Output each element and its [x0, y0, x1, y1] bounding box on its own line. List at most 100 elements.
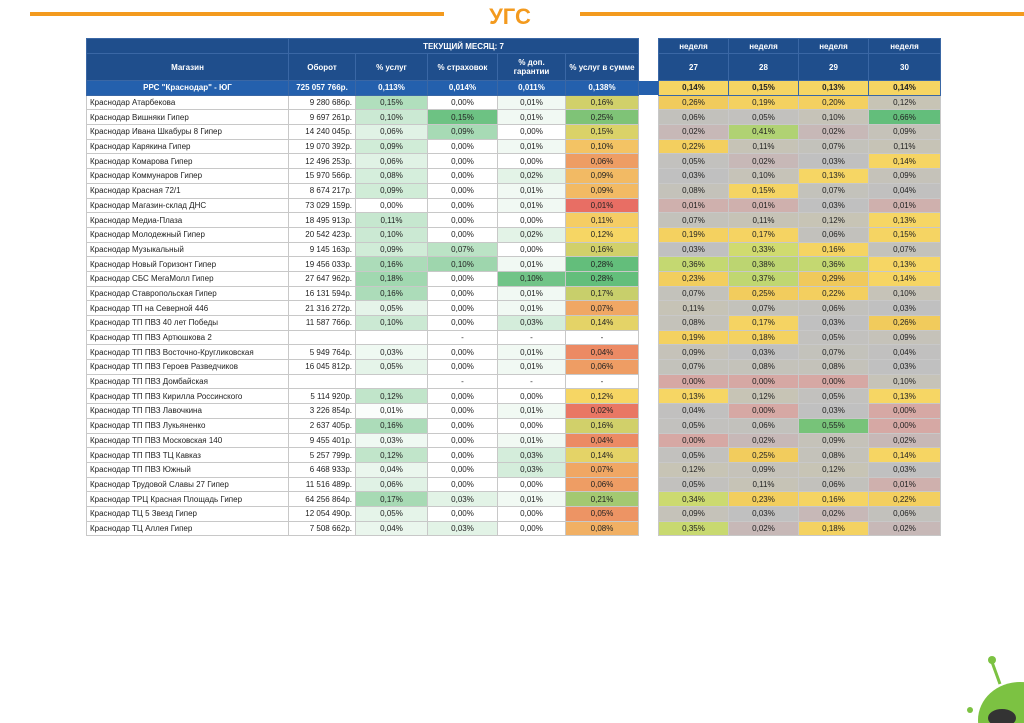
- cell: 0,09%: [868, 329, 941, 346]
- data-row: Краснодар Новый Горизонт Гипер 19 456 033…: [86, 256, 941, 272]
- cell: 0,00%: [427, 168, 498, 184]
- cell: 0,06%: [355, 124, 428, 140]
- cell: -: [497, 373, 566, 390]
- store-name: Краснодар ТП ПВЗ ТЦ Кавказ: [86, 447, 289, 463]
- store-name: Краснодар Ивана Шкабуры 8 Гипер: [86, 124, 289, 140]
- cell: 0,00%: [658, 373, 729, 390]
- store-name: Краснодар ТП ПВЗ Артюшкова 2: [86, 329, 289, 346]
- cell: 0,25%: [728, 285, 799, 302]
- cell: 0,01%: [565, 197, 639, 214]
- cell: 6 468 933р.: [288, 461, 356, 478]
- cell: 0,10%: [427, 256, 498, 272]
- cell: 0,00%: [427, 197, 498, 214]
- cell: 0,00%: [497, 241, 566, 258]
- gap: [638, 491, 659, 507]
- cell: 0,17%: [728, 226, 799, 243]
- cell: 12 054 490р.: [288, 505, 356, 522]
- cell: -: [565, 329, 639, 346]
- gap: [638, 109, 659, 125]
- cell: 0,00%: [497, 476, 566, 493]
- cell: 0,01%: [497, 300, 566, 316]
- cell: 0,19%: [728, 94, 799, 111]
- data-row: Краснодар Медиа-Плаза 18 495 913р. 0,11% 0,…: [86, 212, 941, 228]
- cell: 0,00%: [427, 417, 498, 434]
- store-name: Краснодар Молодежный Гипер: [86, 226, 289, 243]
- gap: [638, 330, 659, 345]
- data-row: Краснодар ТП ПВЗ Героев Разведчиков 16 04…: [86, 359, 941, 375]
- cell: 9 697 261р.: [288, 109, 356, 126]
- cell: 0,00%: [427, 226, 498, 243]
- cell: 0,03%: [798, 315, 869, 331]
- cell: 0,11%: [728, 476, 799, 493]
- data-row: Краснодар Ивана Шкабуры 8 Гипер 14 240 04…: [86, 124, 941, 140]
- cell: 0,00%: [427, 300, 498, 316]
- cell: 0,00%: [427, 153, 498, 170]
- summary-cell: 0,14%: [868, 80, 941, 96]
- cell: 0,06%: [658, 109, 729, 126]
- cell: 0,04%: [565, 344, 639, 361]
- cell: 0,01%: [497, 344, 566, 361]
- cell: 0,07%: [868, 241, 941, 258]
- cell: 0,03%: [427, 491, 498, 507]
- cell: 0,22%: [798, 285, 869, 302]
- cell: 5 114 920р.: [288, 388, 356, 405]
- cell: 0,12%: [868, 94, 941, 111]
- cell: 0,12%: [565, 226, 639, 243]
- summary-cell: 0,011%: [497, 80, 566, 96]
- cell: 0,07%: [728, 300, 799, 316]
- cell: 0,09%: [355, 182, 428, 199]
- gap: [638, 139, 659, 154]
- cell: 0,08%: [355, 168, 428, 184]
- cell: 0,08%: [798, 359, 869, 375]
- data-row: Краснодар ТП ПВЗ Восточно-Кругликовская 5…: [86, 344, 941, 361]
- cell: 0,17%: [728, 315, 799, 331]
- cell: 0,00%: [427, 94, 498, 111]
- cell: 0,02%: [728, 153, 799, 170]
- cell: 0,19%: [658, 329, 729, 346]
- cell: 9 280 686р.: [288, 94, 356, 111]
- gap: [638, 256, 659, 272]
- cell: 0,12%: [798, 212, 869, 228]
- cell: 0,25%: [565, 109, 639, 126]
- data-row: Краснодар Ставропольская Гипер 16 131 594…: [86, 285, 941, 302]
- cell: 0,02%: [497, 226, 566, 243]
- column-header: Оборот: [288, 53, 356, 81]
- gap: [638, 271, 659, 287]
- cell: 0,14%: [868, 153, 941, 170]
- cell: 0,06%: [355, 476, 428, 493]
- cell: 0,03%: [868, 359, 941, 375]
- cell: 0,02%: [728, 432, 799, 449]
- gap: [638, 212, 659, 228]
- data-row: Краснодар ТП ПВЗ Домбайская - - -0,00% 0,00%…: [86, 373, 941, 390]
- cell: 0,01%: [497, 109, 566, 126]
- cell: 0,06%: [798, 476, 869, 493]
- gap: [638, 124, 659, 140]
- data-row: Краснодар Музыкальный 9 145 163р. 0,09% 0,0…: [86, 241, 941, 258]
- week-header: неделя: [658, 38, 729, 54]
- cell: 0,15%: [355, 94, 428, 111]
- cell: 0,04%: [868, 182, 941, 199]
- data-row: Краснодар Атарбекова 9 280 686р. 0,15% 0,00…: [86, 94, 941, 111]
- store-name: Краснодар Вишняки Гипер: [86, 109, 289, 126]
- cell: 0,01%: [497, 256, 566, 272]
- cell: 0,21%: [565, 491, 639, 507]
- cell: [288, 373, 356, 390]
- cell: 0,10%: [868, 373, 941, 390]
- gap: [638, 388, 659, 404]
- cell: 0,25%: [728, 447, 799, 463]
- cell: 0,09%: [868, 168, 941, 184]
- cell: 0,00%: [658, 432, 729, 449]
- cell: 0,00%: [427, 359, 498, 375]
- cell: 0,08%: [798, 447, 869, 463]
- cell: 0,01%: [497, 182, 566, 199]
- cell: 0,15%: [565, 124, 639, 140]
- cell: 0,13%: [868, 388, 941, 405]
- gap: [638, 53, 659, 81]
- cell: 0,03%: [355, 344, 428, 361]
- store-name: Краснодар ТП ПВЗ Героев Разведчиков: [86, 359, 289, 375]
- cell: 0,00%: [497, 153, 566, 170]
- store-name: Краснодар Комарова Гипер: [86, 153, 289, 170]
- cell: 0,12%: [658, 461, 729, 478]
- data-row: Краснодар ТП ПВЗ Лавочкина 3 226 854р. 0,0…: [86, 403, 941, 419]
- data-row: Краснодар ТП ПВЗ 40 лет Победы 11 587 766…: [86, 315, 941, 331]
